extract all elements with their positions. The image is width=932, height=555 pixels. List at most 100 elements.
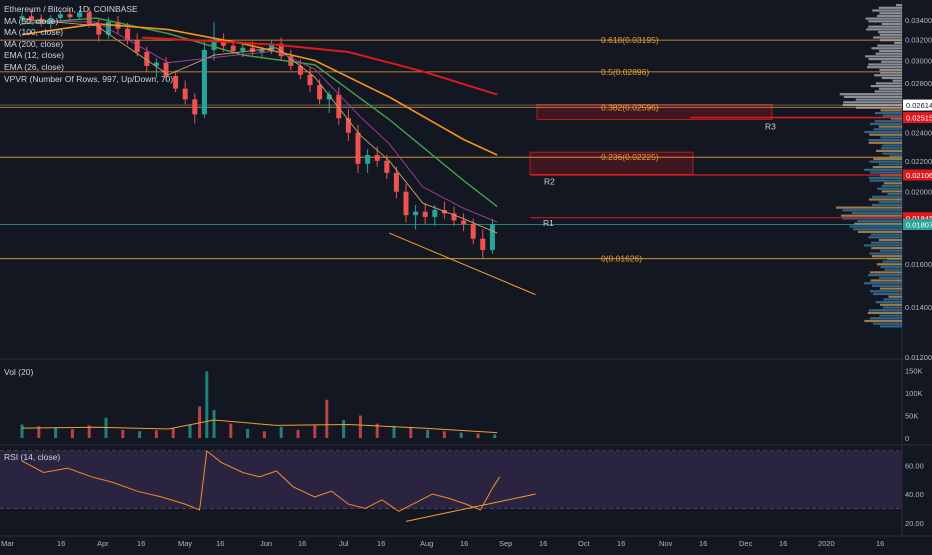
volume-profile-row (879, 33, 902, 36)
candle-body (278, 43, 284, 57)
volume-profile-row (874, 120, 902, 123)
volume-bar (279, 426, 283, 438)
chart-legend: Ethereum / Bitcoin, 1D, COINBASE MA (50,… (4, 4, 173, 85)
price-tag-label: 0.02106 (906, 171, 932, 180)
volume-tick-label: 100K (905, 389, 923, 398)
ema12-line (21, 18, 498, 234)
volume-profile-row (882, 144, 902, 147)
time-tick-label: Jun (260, 539, 272, 548)
volume-profile-row (882, 152, 902, 155)
volume-profile-row (870, 85, 902, 88)
rsi-pane-label[interactable]: RSI (14, close) (4, 452, 61, 462)
volume-profile-row (878, 201, 902, 204)
price-tick-label: 0.01400 (905, 303, 932, 312)
rsi-background (0, 450, 902, 509)
price-tag-box (903, 219, 932, 231)
volume-profile-row (858, 230, 902, 233)
volume-profile-row (857, 220, 902, 223)
indicator-ema26-label[interactable]: EMA (26, close) (4, 61, 64, 72)
volume-bar (409, 426, 413, 438)
time-tick-label: 2020 (818, 539, 835, 548)
volume-profile-row (868, 25, 902, 28)
volume-profile-row (864, 244, 902, 247)
volume-profile-row (869, 179, 902, 182)
candle-body (173, 75, 179, 89)
volume-pane-label[interactable]: Vol (20) (4, 367, 34, 377)
volume-profile-row (868, 58, 902, 61)
candle-body (451, 213, 457, 221)
price-tag-box (903, 112, 932, 124)
volume-profile-row (866, 66, 902, 69)
rsi-line (21, 449, 501, 512)
volume-bar (138, 431, 142, 438)
volume-ma-line (21, 419, 498, 434)
indicator-ma100-label[interactable]: MA (100, close) (4, 27, 64, 38)
time-tick-label: Apr (97, 539, 109, 548)
volume-bar (313, 425, 317, 438)
volume-profile-row (872, 195, 902, 198)
price-tag-label: 0.01807 (906, 221, 932, 230)
symbol-title[interactable]: Ethereum / Bitcoin, 1D, COINBASE (4, 4, 138, 14)
volume-profile-row (874, 74, 902, 77)
volume-bar (54, 427, 58, 438)
time-tick-label: Mar (1, 539, 14, 548)
indicator-ema12-label[interactable]: EMA (12, close) (4, 50, 64, 61)
volume-bar (37, 426, 41, 438)
price-tick-label: 0.03400 (905, 16, 932, 25)
candle-body (19, 16, 25, 19)
fib-level-label: 0(0.01626) (601, 254, 642, 264)
volume-bar (212, 410, 216, 438)
volume-profile-row (874, 90, 902, 93)
candle-body (77, 12, 83, 18)
volume-profile-row (872, 166, 902, 169)
volume-profile-row (892, 79, 902, 82)
volume-bar (87, 425, 91, 438)
time-tick-label: Jul (339, 539, 349, 548)
volume-profile-row (855, 98, 902, 101)
price-tag-box (903, 212, 932, 224)
time-tick-label: 16 (137, 539, 145, 548)
fibonacci-levels: 0.618(0.03195) 0.5(0.02896) 0.382(0.02596)… (0, 35, 902, 264)
indicator-ma50-label[interactable]: MA (50, close) (4, 15, 59, 26)
time-tick-label: 16 (298, 539, 306, 548)
volume-profile-row (879, 276, 902, 279)
rsi-tick-label: 40.00 (905, 490, 924, 499)
volume-profile-row (864, 319, 902, 323)
volume-profile-row (876, 263, 902, 266)
trend-lines[interactable] (389, 232, 536, 522)
volume-profile-row (870, 122, 902, 125)
volume-profile-row (888, 295, 902, 298)
candle-body (134, 40, 140, 52)
indicator-ma200-label[interactable]: MA (200, close) (4, 38, 64, 49)
volume-tick-label: 0 (905, 434, 909, 443)
price-tag-label: 0.01845 (906, 214, 932, 223)
time-tick-label: 16 (617, 539, 625, 548)
volume-profile-row (873, 128, 902, 131)
rsi-support-trendline (405, 493, 536, 522)
indicator-vpvr-label[interactable]: VPVR (Number Of Rows, 997, Up/Down, 70) (4, 73, 174, 84)
volume-profile-row (868, 274, 902, 277)
candle-body (240, 47, 246, 51)
volume-profile-row (871, 241, 902, 244)
volume-profile-row (881, 184, 902, 188)
time-tick-label: 16 (699, 539, 707, 548)
volume-profile-row (878, 125, 902, 128)
volume-profile-row (868, 176, 902, 179)
fib-level-label: 0.5(0.02896) (601, 67, 649, 77)
volume-profile-row (871, 247, 902, 250)
volume-profile-row (868, 236, 902, 239)
volume-profile-row (883, 182, 902, 185)
volume-bar (476, 433, 480, 438)
volume-profile-row (869, 133, 902, 136)
candle-body (374, 155, 380, 161)
candle-body (432, 209, 438, 217)
volume-profile-row (870, 233, 902, 236)
volume-profile-row (890, 117, 902, 120)
volume-profile-row (873, 36, 902, 39)
volume-profile-row (880, 109, 902, 112)
volume-bar (325, 399, 329, 438)
volume-bar (20, 424, 24, 438)
time-tick-label: Sep (499, 539, 512, 548)
